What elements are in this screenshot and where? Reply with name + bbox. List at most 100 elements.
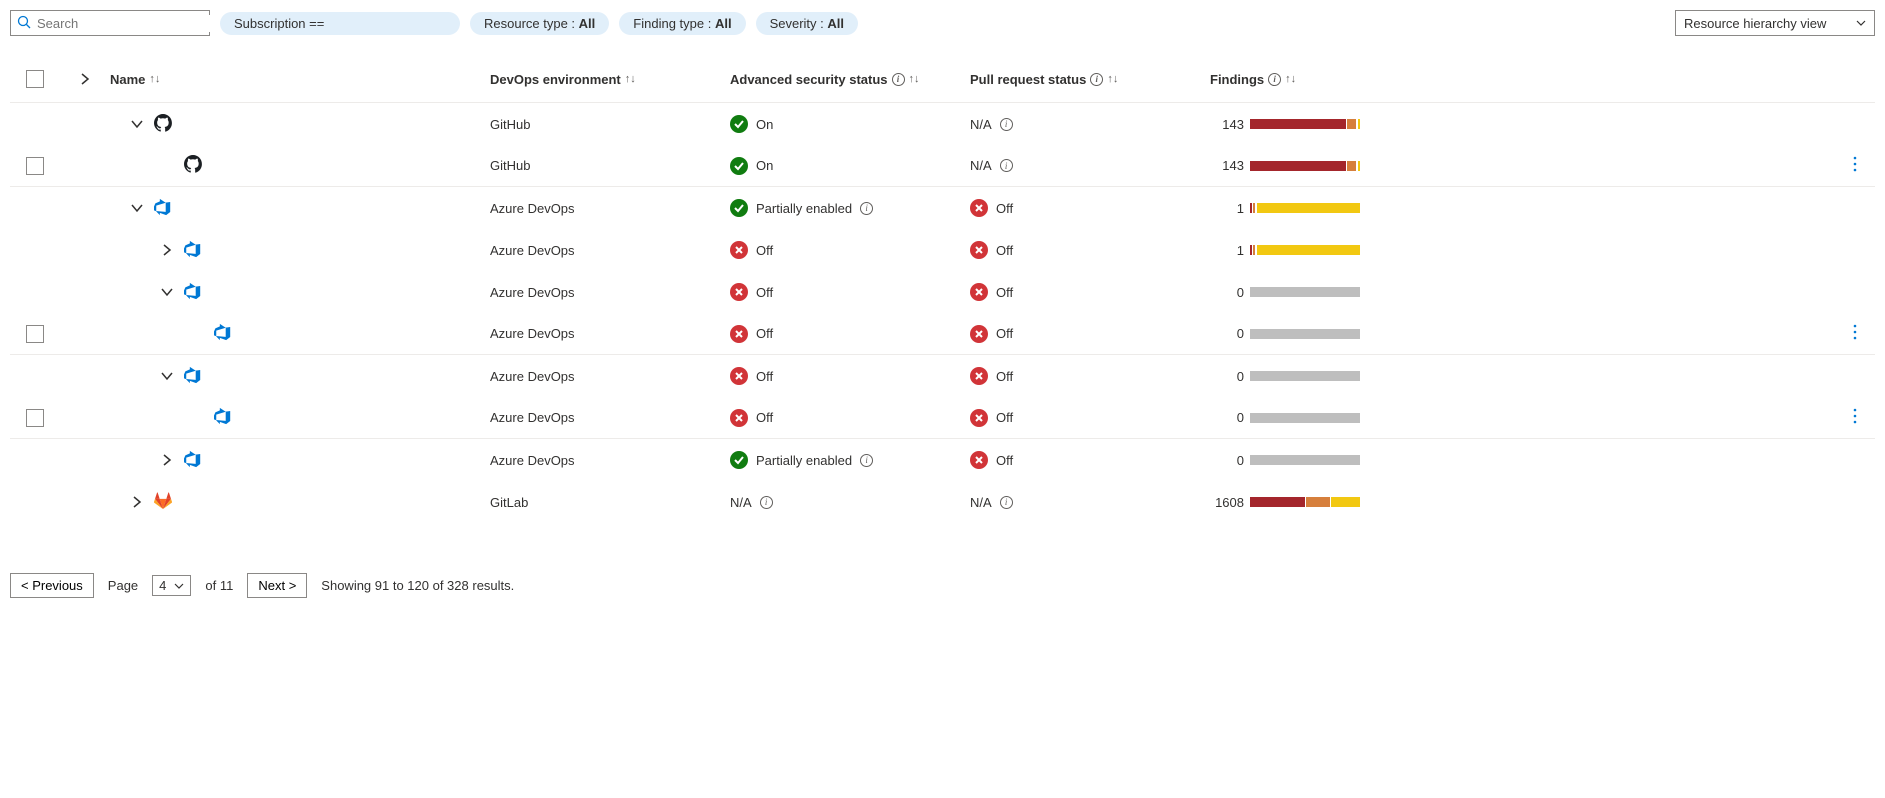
github-icon <box>154 114 172 135</box>
results-summary: Showing 91 to 120 of 328 results. <box>321 578 514 593</box>
filter-subscription[interactable]: Subscription == <box>220 12 460 35</box>
view-selector[interactable]: Resource hierarchy view <box>1675 10 1875 36</box>
expand-all-toggle[interactable] <box>78 72 92 86</box>
status-off-icon <box>970 367 988 385</box>
devops-env-cell: Azure DevOps <box>490 243 730 258</box>
filter-finding-type-label: Finding type : <box>633 16 715 31</box>
col-header-name-label: Name <box>110 72 145 87</box>
info-icon[interactable]: i <box>1000 118 1013 131</box>
expand-toggle[interactable] <box>160 243 174 257</box>
findings-bar <box>1250 119 1360 129</box>
status-text: Off <box>996 285 1013 300</box>
table-row[interactable]: Azure DevOpsOffOff0 <box>10 313 1875 355</box>
pr-status-cell: N/A i <box>970 117 1210 132</box>
status-text: N/A <box>970 117 992 132</box>
filter-resource-type[interactable]: Resource type : All <box>470 12 609 35</box>
devops-env-cell: Azure DevOps <box>490 369 730 384</box>
name-cell <box>110 323 490 344</box>
chevron-down-icon <box>174 581 184 591</box>
status-text: Off <box>996 410 1013 425</box>
findings-count: 143 <box>1210 158 1244 173</box>
chevron-down-icon <box>1856 16 1866 31</box>
sort-icon: ↑↓ <box>625 73 636 85</box>
pr-status-cell: Off <box>970 241 1210 259</box>
table-row[interactable]: Azure DevOpsPartially enablediOff0 <box>10 439 1875 481</box>
status-off-icon <box>730 409 748 427</box>
search-input[interactable] <box>31 15 215 32</box>
col-header-name[interactable]: Name↑↓ <box>110 72 490 87</box>
table-row[interactable]: Azure DevOpsOffOff0 <box>10 271 1875 313</box>
info-icon[interactable]: i <box>1090 73 1103 86</box>
status-off-icon <box>970 283 988 301</box>
findings-cell: 1 <box>1210 243 1835 258</box>
sort-icon: ↑↓ <box>1285 73 1296 85</box>
table-row[interactable]: Azure DevOpsOffOff0 <box>10 355 1875 397</box>
more-actions-button[interactable] <box>1853 324 1857 343</box>
row-checkbox[interactable] <box>26 157 44 175</box>
status-text: Off <box>996 453 1013 468</box>
name-cell <box>110 492 490 513</box>
adv-security-status-cell: Partially enabledi <box>730 451 970 469</box>
findings-count: 1 <box>1210 201 1244 216</box>
table-row[interactable]: GitLabN/AiN/Ai1608 <box>10 481 1875 523</box>
search-input-wrapper[interactable] <box>10 10 210 36</box>
table-row[interactable]: Azure DevOpsOffOff0 <box>10 397 1875 439</box>
row-checkbox[interactable] <box>26 325 44 343</box>
col-header-adv-sec-label: Advanced security status <box>730 72 888 87</box>
status-off-icon <box>730 367 748 385</box>
select-all-checkbox[interactable] <box>26 70 44 88</box>
info-icon[interactable]: i <box>1000 496 1013 509</box>
findings-cell: 143 <box>1210 158 1835 173</box>
more-actions-button[interactable] <box>1853 156 1857 175</box>
collapse-toggle[interactable] <box>160 285 174 299</box>
adv-security-status-cell: Partially enabledi <box>730 199 970 217</box>
status-text: Off <box>756 243 773 258</box>
info-icon[interactable]: i <box>1000 159 1013 172</box>
info-icon[interactable]: i <box>860 202 873 215</box>
table-row[interactable]: GitHubOnN/Ai143 <box>10 103 1875 145</box>
page-of: of 11 <box>205 578 233 593</box>
name-cell <box>110 366 490 387</box>
expand-toggle[interactable] <box>160 453 174 467</box>
col-header-findings[interactable]: Findingsi↑↓ <box>1210 72 1835 87</box>
table-row[interactable]: Azure DevOpsPartially enablediOff1 <box>10 187 1875 229</box>
col-header-pr-status[interactable]: Pull request statusi↑↓ <box>970 72 1210 87</box>
table-row[interactable]: Azure DevOpsOffOff1 <box>10 229 1875 271</box>
next-button[interactable]: Next > <box>247 573 307 598</box>
collapse-toggle[interactable] <box>130 201 144 215</box>
collapse-toggle[interactable] <box>160 369 174 383</box>
col-header-devops-env[interactable]: DevOps environment↑↓ <box>490 72 730 87</box>
table-header-row: Name↑↓ DevOps environment↑↓ Advanced sec… <box>10 56 1875 103</box>
page-selector[interactable]: 4 <box>152 575 191 596</box>
adv-security-status-cell: On <box>730 157 970 175</box>
findings-bar <box>1250 245 1360 255</box>
findings-cell: 1 <box>1210 201 1835 216</box>
findings-count: 0 <box>1210 326 1244 341</box>
findings-bar <box>1250 161 1360 171</box>
info-icon[interactable]: i <box>760 496 773 509</box>
collapse-toggle[interactable] <box>130 117 144 131</box>
findings-cell: 0 <box>1210 453 1835 468</box>
info-icon[interactable]: i <box>892 73 905 86</box>
filter-severity[interactable]: Severity : All <box>756 12 858 35</box>
name-cell <box>110 155 490 176</box>
pr-status-cell: N/Ai <box>970 158 1210 173</box>
previous-button[interactable]: < Previous <box>10 573 94 598</box>
name-cell <box>110 114 490 135</box>
adv-security-status-cell: Off <box>730 325 970 343</box>
pr-status-cell: Off <box>970 451 1210 469</box>
filter-finding-type[interactable]: Finding type : All <box>619 12 745 35</box>
devops-env-cell: GitLab <box>490 495 730 510</box>
findings-cell: 143 <box>1210 117 1835 132</box>
table-row[interactable]: GitHubOnN/Ai143 <box>10 145 1875 187</box>
expand-toggle[interactable] <box>130 495 144 509</box>
findings-count: 0 <box>1210 369 1244 384</box>
status-text: N/A <box>970 495 992 510</box>
col-header-adv-sec[interactable]: Advanced security statusi↑↓ <box>730 72 970 87</box>
info-icon[interactable]: i <box>1268 73 1281 86</box>
more-actions-button[interactable] <box>1853 408 1857 427</box>
info-icon[interactable]: i <box>860 454 873 467</box>
filter-severity-value: All <box>827 16 844 31</box>
row-checkbox[interactable] <box>26 409 44 427</box>
status-on-icon <box>730 451 748 469</box>
